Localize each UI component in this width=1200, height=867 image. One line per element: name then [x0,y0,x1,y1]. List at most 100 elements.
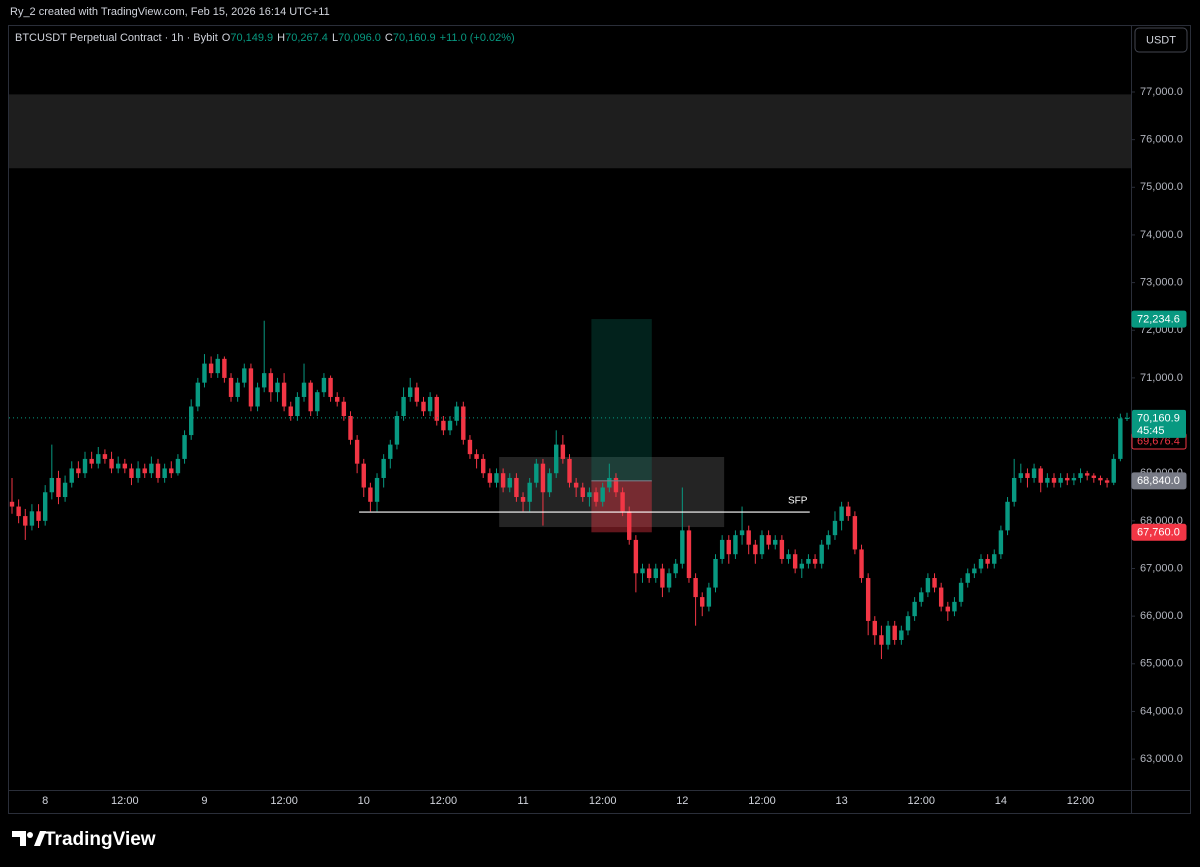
currency-button[interactable] [1134,27,1188,53]
candle-body [972,568,977,574]
y-tick-label: 76,000.0 [1140,134,1183,146]
candle-body [1018,473,1024,478]
logo-mark [12,831,26,846]
candle-body [414,387,420,402]
candle-body [202,363,207,383]
candle-body [812,558,818,564]
candle-body [673,563,678,574]
candle-body [1084,473,1090,476]
candle-body [666,573,672,588]
candle-body [660,568,665,588]
legend-change: +11.0 (+0.02%) [440,32,515,44]
candle-body [998,530,1004,555]
candle-body [175,458,181,474]
candle-body [56,477,61,498]
candle-body [268,373,274,393]
legend-key: L [332,32,338,44]
candle-body [222,358,227,378]
candle-body [341,401,347,417]
candle-body [1071,477,1077,481]
candle-body [195,382,201,407]
candle-body [892,625,897,640]
candle-body [925,578,931,593]
candle-body [122,463,128,469]
candle-body [335,396,340,402]
y-tick-label: 63,000.0 [1140,753,1183,765]
candle-body [188,406,194,436]
candle-body [753,544,758,555]
candle-body [899,630,904,640]
target-price-label-box [1131,310,1187,328]
stop-price-label: 67,760.0 [1137,527,1180,539]
logo-mark [34,831,46,846]
candle-body [321,377,327,393]
candle-body [394,416,400,445]
x-tick-label: 9 [201,795,207,807]
candle-body [746,530,751,545]
candle-body [135,468,141,478]
candle-body [228,377,234,397]
candle-body [938,587,944,607]
candle-body [985,558,990,564]
candle-body [208,363,214,374]
candle-body [441,420,446,431]
candle-body [255,387,260,407]
candle-body [1031,468,1037,478]
y-tick-label: 68,000.0 [1140,515,1183,527]
candle-body [905,616,911,631]
candle-body [368,487,373,502]
candle-body [301,382,307,397]
candle-body [1051,477,1057,483]
candle-body [1065,477,1070,481]
candle-body [328,377,333,397]
y-tick-label: 74,000.0 [1140,229,1183,241]
y-tick-label: 73,000.0 [1140,277,1183,289]
candle-body [248,368,254,407]
candle-body [593,492,599,502]
candle-body [514,477,519,498]
candle-body [719,539,725,559]
candle-body [182,435,187,459]
candle-body [965,573,970,583]
candle-body [295,396,300,417]
credit: Ry_2 created with TradingView.com, Feb 1… [10,6,330,18]
x-tick-label: 12:00 [907,795,935,807]
stop-price-label-box [1131,523,1187,541]
candle-body [726,539,731,555]
target-price-label: 72,234.6 [1137,313,1180,325]
candle-body [29,511,35,526]
candle-body [739,530,745,536]
candle-body [262,373,267,388]
candle-body [952,601,957,612]
candle-body [500,473,506,488]
candle-body [534,463,539,483]
x-tick-label: 14 [995,795,1007,807]
candle-body [308,382,313,412]
candle-body [89,458,94,464]
candle-body [1011,477,1017,502]
y-tick-label: 66,000.0 [1140,610,1183,622]
x-tick-label: 12:00 [748,795,776,807]
y-tick-label: 65,000.0 [1140,658,1183,670]
candle-body [421,401,426,412]
candle-body [773,539,778,545]
candle-body [872,620,877,636]
currency-label[interactable]: USDT [1146,34,1176,46]
x-tick-label: 13 [835,795,847,807]
candle-body [686,530,692,579]
candle-body [680,530,685,564]
plot-area: SFP [9,94,1131,660]
candle-body [507,477,512,488]
candle-body [401,396,406,417]
candle-body [115,463,121,469]
candle-body [474,454,479,459]
candle-body [560,444,566,459]
x-tick-label: 12:00 [430,795,458,807]
candle-body [885,625,891,645]
candle-body [733,535,738,555]
candle-body [42,492,48,521]
axes: 63,000.0 64,000.0 65,000.0 66,000.0 67,000.0… [42,86,1187,807]
candle-body [162,468,167,478]
